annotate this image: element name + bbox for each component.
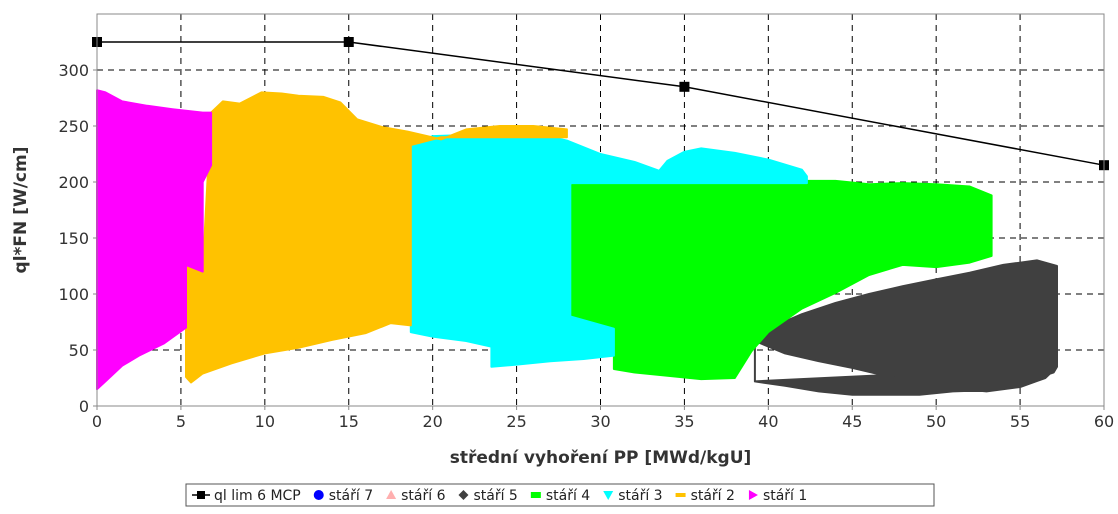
legend-triangle-down-marker [603, 491, 614, 500]
x-tick-label: 50 [926, 412, 946, 431]
legend-label: stáří 6 [401, 488, 445, 504]
y-tick-label: 200 [58, 173, 89, 192]
legend-diamond-marker [458, 490, 469, 500]
x-tick-label: 40 [758, 412, 778, 431]
y-tick-label: 100 [58, 285, 89, 304]
legend-triangle-right-marker [748, 490, 758, 500]
legend-label: ql lim 6 MCP [214, 488, 301, 504]
x-tick-label: 0 [92, 412, 102, 431]
legend-square-marker [197, 491, 205, 499]
y-tick-label: 50 [69, 341, 89, 360]
legend-label: stáří 7 [329, 488, 373, 504]
series-region [185, 91, 568, 384]
x-tick-label: 35 [674, 412, 694, 431]
legend: ql lim 6 MCP stáří 7 stáří 6 stáří 5 stáří 4… [185, 483, 935, 507]
y-tick-label: 250 [58, 117, 89, 136]
legend-item: stáří 5 [458, 488, 518, 504]
legend-item: stáří 4 [530, 488, 590, 504]
x-tick-label: 20 [422, 412, 442, 431]
legend-item: stáří 2 [675, 488, 735, 504]
x-tick-label: 25 [506, 412, 526, 431]
legend-item: stáří 6 [386, 488, 446, 504]
series-region [409, 131, 808, 368]
legend-label: stáří 4 [546, 488, 590, 504]
legend-item: ql lim 6 MCP [192, 488, 301, 504]
legend-item: stáří 3 [603, 488, 663, 504]
series-region [753, 259, 1058, 396]
legend-box [185, 483, 935, 507]
legend-label: stáří 3 [618, 488, 662, 504]
legend-item: stáří 7 [313, 488, 373, 504]
data-regions [96, 89, 1058, 396]
x-tick-label: 30 [590, 412, 610, 431]
x-tick-label: 10 [255, 412, 275, 431]
x-axis-title: střední vyhoření PP [MWd/kgU] [450, 448, 752, 468]
y-axis-title: ql*FN [W/cm] [11, 147, 31, 274]
legend-label: stáří 2 [691, 488, 735, 504]
series-line [97, 41, 1105, 166]
y-tick-label: 300 [58, 61, 89, 80]
legend-item: stáří 1 [748, 488, 807, 504]
legend-triangle-up-marker [386, 490, 397, 499]
x-tick-label: 15 [339, 412, 359, 431]
x-tick-label: 60 [1094, 412, 1114, 431]
x-tick-label: 5 [176, 412, 186, 431]
x-tick-label: 45 [842, 412, 862, 431]
series-point [343, 37, 354, 47]
y-tick-label: 0 [79, 397, 89, 416]
x-tick-label: 55 [1010, 412, 1030, 431]
series-point [679, 81, 690, 92]
legend-square-marker [530, 492, 541, 498]
legend-label: stáří 5 [473, 488, 517, 504]
legend-dash-marker [675, 493, 686, 497]
legend-label: stáří 1 [763, 488, 807, 504]
y-tick-label: 150 [58, 229, 89, 248]
series-region [96, 89, 213, 391]
legend-circle-marker [313, 490, 324, 500]
tick-labels: 0 5 10 15 20 25 30 35 40 45 50 55 60 0 50 100 150 200 250 3… [58, 61, 1114, 431]
